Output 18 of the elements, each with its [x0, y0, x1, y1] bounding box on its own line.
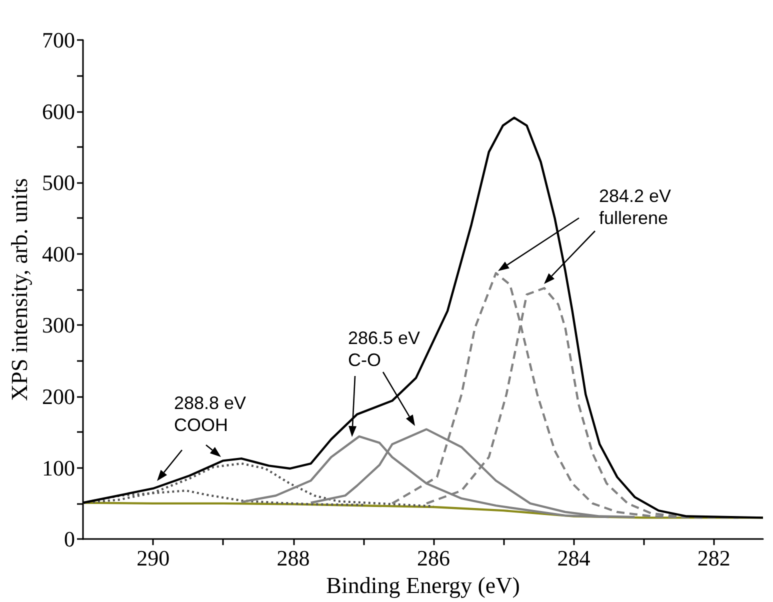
x-tick-label: 288 [276, 546, 310, 571]
annotation: 288.8 eV COOH [174, 393, 246, 435]
y-tick-label: 200 [42, 384, 75, 409]
annotation: 286.5 eV C-O [348, 328, 420, 370]
y-tick-label: 600 [42, 98, 75, 124]
y-tick-label: 300 [42, 312, 75, 338]
y-axis-title: XPS intensity, arb. units [7, 178, 32, 401]
y-tick-label: 500 [42, 170, 75, 196]
annotation: 284.2 eV fullerene [599, 186, 672, 228]
x-tick-label: 284 [557, 546, 590, 571]
x-tick-label: 282 [697, 546, 730, 571]
y-tick-label: 700 [42, 28, 75, 52]
y-tick-label: 400 [42, 241, 75, 266]
x-tick-label: 286 [417, 546, 450, 571]
y-tick-label: 100 [42, 455, 75, 480]
y-tick-label: 0 [64, 526, 75, 552]
x-tick-label: 290 [136, 546, 170, 571]
x-axis-title: Binding Energy (eV) [326, 573, 520, 598]
